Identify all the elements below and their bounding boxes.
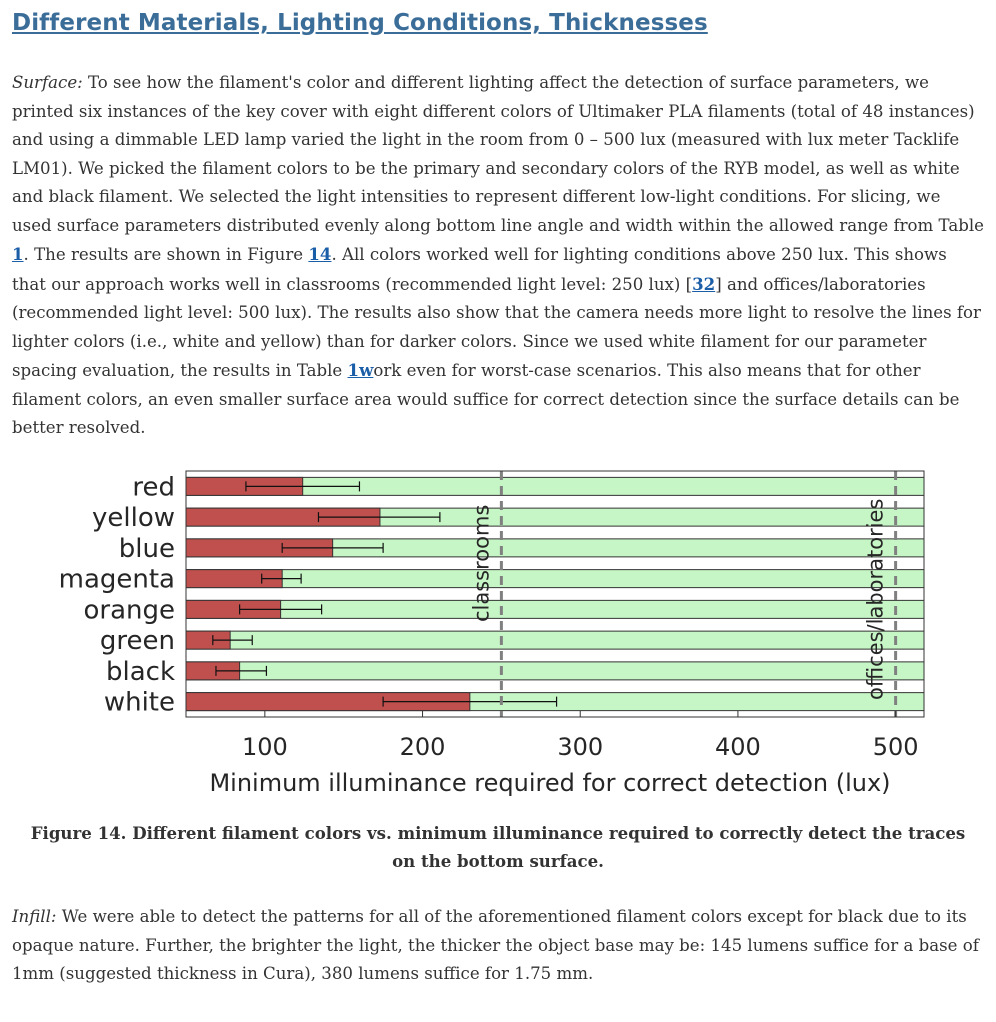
- surface-text-5: ork even for worst-case scenarios. This …: [12, 361, 960, 437]
- detected-range-bar: [185, 661, 925, 681]
- figure-caption: Figure 14. Different filament colors vs.…: [30, 823, 966, 871]
- category-label: black: [106, 657, 175, 687]
- x-axis-label: Minimum illuminance required for correct…: [209, 769, 890, 797]
- x-tick-label: 400: [715, 733, 761, 761]
- reference-line-label: classrooms: [469, 505, 493, 622]
- plot-border: [185, 470, 925, 718]
- surface-text-1: To see how the filament's color and diff…: [12, 73, 984, 235]
- category-label: green: [100, 626, 175, 656]
- infill-text: We were able to detect the patterns for …: [12, 907, 979, 983]
- section-heading: Different Materials, Lighting Conditions…: [12, 10, 708, 36]
- detected-range-bar: [185, 630, 925, 650]
- table-1w-link[interactable]: 1w: [347, 360, 374, 380]
- surface-text-2: . The results are shown in Figure: [23, 245, 309, 264]
- category-label: white: [104, 688, 175, 718]
- category-label: red: [132, 472, 175, 502]
- reference-line-label: offices/laboratories: [864, 499, 888, 700]
- category-label: magenta: [59, 565, 175, 595]
- reference-32-link[interactable]: 32: [692, 273, 716, 294]
- surface-lead: Surface:: [12, 73, 83, 92]
- x-tick-label: 100: [242, 733, 288, 761]
- category-label: orange: [83, 595, 175, 625]
- x-tick-label: 500: [873, 733, 919, 761]
- category-label: blue: [119, 534, 175, 564]
- x-tick-label: 300: [557, 733, 603, 761]
- table-1-link[interactable]: 1: [12, 244, 24, 264]
- infill-paragraph: Infill: We were able to detect the patte…: [12, 903, 984, 989]
- infill-lead: Infill:: [12, 907, 57, 926]
- illuminance-bar-chart: redyellowbluemagentaorangegreenblackwhit…: [59, 470, 925, 797]
- x-tick-label: 200: [400, 733, 446, 761]
- category-label: yellow: [92, 503, 175, 533]
- surface-paragraph: Surface: To see how the filament's color…: [12, 69, 984, 443]
- figure-14-link[interactable]: 14: [308, 244, 332, 264]
- surface-text-3: . All colors worked well for lighting co…: [12, 245, 947, 294]
- surface-text-4: ] and offices/laboratories (recommended …: [12, 274, 981, 381]
